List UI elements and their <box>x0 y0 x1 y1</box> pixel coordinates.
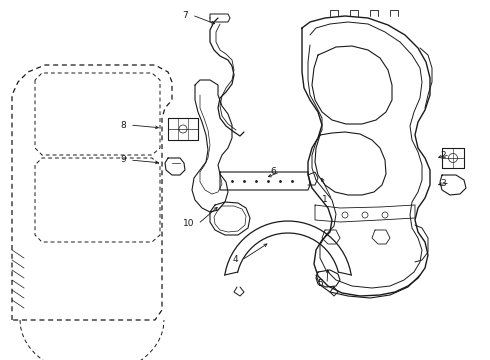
Text: 6: 6 <box>270 167 276 176</box>
Text: 9: 9 <box>120 156 126 165</box>
Text: 2: 2 <box>441 150 446 159</box>
Text: 8: 8 <box>120 121 126 130</box>
Text: 1: 1 <box>322 195 328 204</box>
Text: 7: 7 <box>182 10 188 19</box>
Text: 10: 10 <box>182 220 194 229</box>
Text: 4: 4 <box>232 256 238 265</box>
Text: 3: 3 <box>440 179 446 188</box>
Text: 5: 5 <box>317 279 323 288</box>
